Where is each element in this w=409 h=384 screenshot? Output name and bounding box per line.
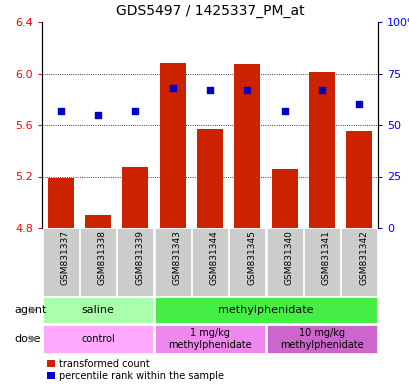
Bar xyxy=(43,325,153,353)
Bar xyxy=(266,228,302,296)
Bar xyxy=(303,228,339,296)
Point xyxy=(281,108,287,114)
Point xyxy=(57,108,64,114)
Bar xyxy=(159,63,185,228)
Text: GSM831337: GSM831337 xyxy=(61,230,70,285)
Point xyxy=(243,87,250,93)
Bar xyxy=(85,215,111,228)
Bar xyxy=(43,228,79,296)
Bar xyxy=(341,228,376,296)
Point xyxy=(206,87,213,93)
Bar xyxy=(43,297,153,323)
Text: agent: agent xyxy=(14,305,46,315)
Text: dose: dose xyxy=(14,334,40,344)
Point xyxy=(94,112,101,118)
Bar xyxy=(191,228,227,296)
Bar xyxy=(117,228,153,296)
Point xyxy=(169,85,175,91)
Title: GDS5497 / 1425337_PM_at: GDS5497 / 1425337_PM_at xyxy=(115,4,303,18)
Bar xyxy=(47,178,74,228)
Text: GSM831345: GSM831345 xyxy=(247,230,256,285)
Bar xyxy=(266,325,376,353)
Text: GSM831340: GSM831340 xyxy=(284,230,293,285)
Text: 1 mg/kg
methylphenidate: 1 mg/kg methylphenidate xyxy=(168,328,251,350)
Text: GSM831338: GSM831338 xyxy=(98,230,107,285)
Bar xyxy=(271,169,297,228)
Point xyxy=(355,101,362,108)
Bar xyxy=(234,65,260,228)
Bar xyxy=(346,131,371,228)
Text: control: control xyxy=(81,334,115,344)
Text: GSM831341: GSM831341 xyxy=(321,230,330,285)
Text: 10 mg/kg
methylphenidate: 10 mg/kg methylphenidate xyxy=(279,328,363,350)
Bar xyxy=(229,228,265,296)
Legend: transformed count, percentile rank within the sample: transformed count, percentile rank withi… xyxy=(47,359,223,381)
Bar xyxy=(122,167,148,228)
Bar xyxy=(154,325,265,353)
Bar xyxy=(196,129,222,228)
Point xyxy=(132,108,138,114)
Bar xyxy=(308,72,334,228)
Text: GSM831343: GSM831343 xyxy=(172,230,181,285)
Text: GSM831344: GSM831344 xyxy=(209,230,218,285)
Text: GSM831342: GSM831342 xyxy=(358,230,367,285)
Text: saline: saline xyxy=(81,305,114,315)
Bar xyxy=(80,228,116,296)
Text: GSM831339: GSM831339 xyxy=(135,230,144,285)
Bar xyxy=(154,297,376,323)
Point xyxy=(318,87,324,93)
Bar xyxy=(154,228,190,296)
Text: methylphenidate: methylphenidate xyxy=(218,305,313,315)
